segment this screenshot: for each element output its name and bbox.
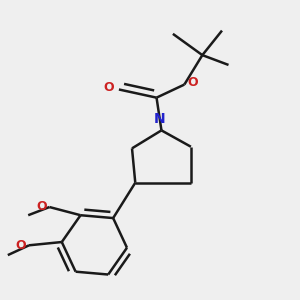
Text: O: O xyxy=(187,76,198,89)
Text: O: O xyxy=(103,81,114,94)
Text: N: N xyxy=(154,112,166,126)
Text: O: O xyxy=(16,239,26,252)
Text: O: O xyxy=(36,200,47,213)
